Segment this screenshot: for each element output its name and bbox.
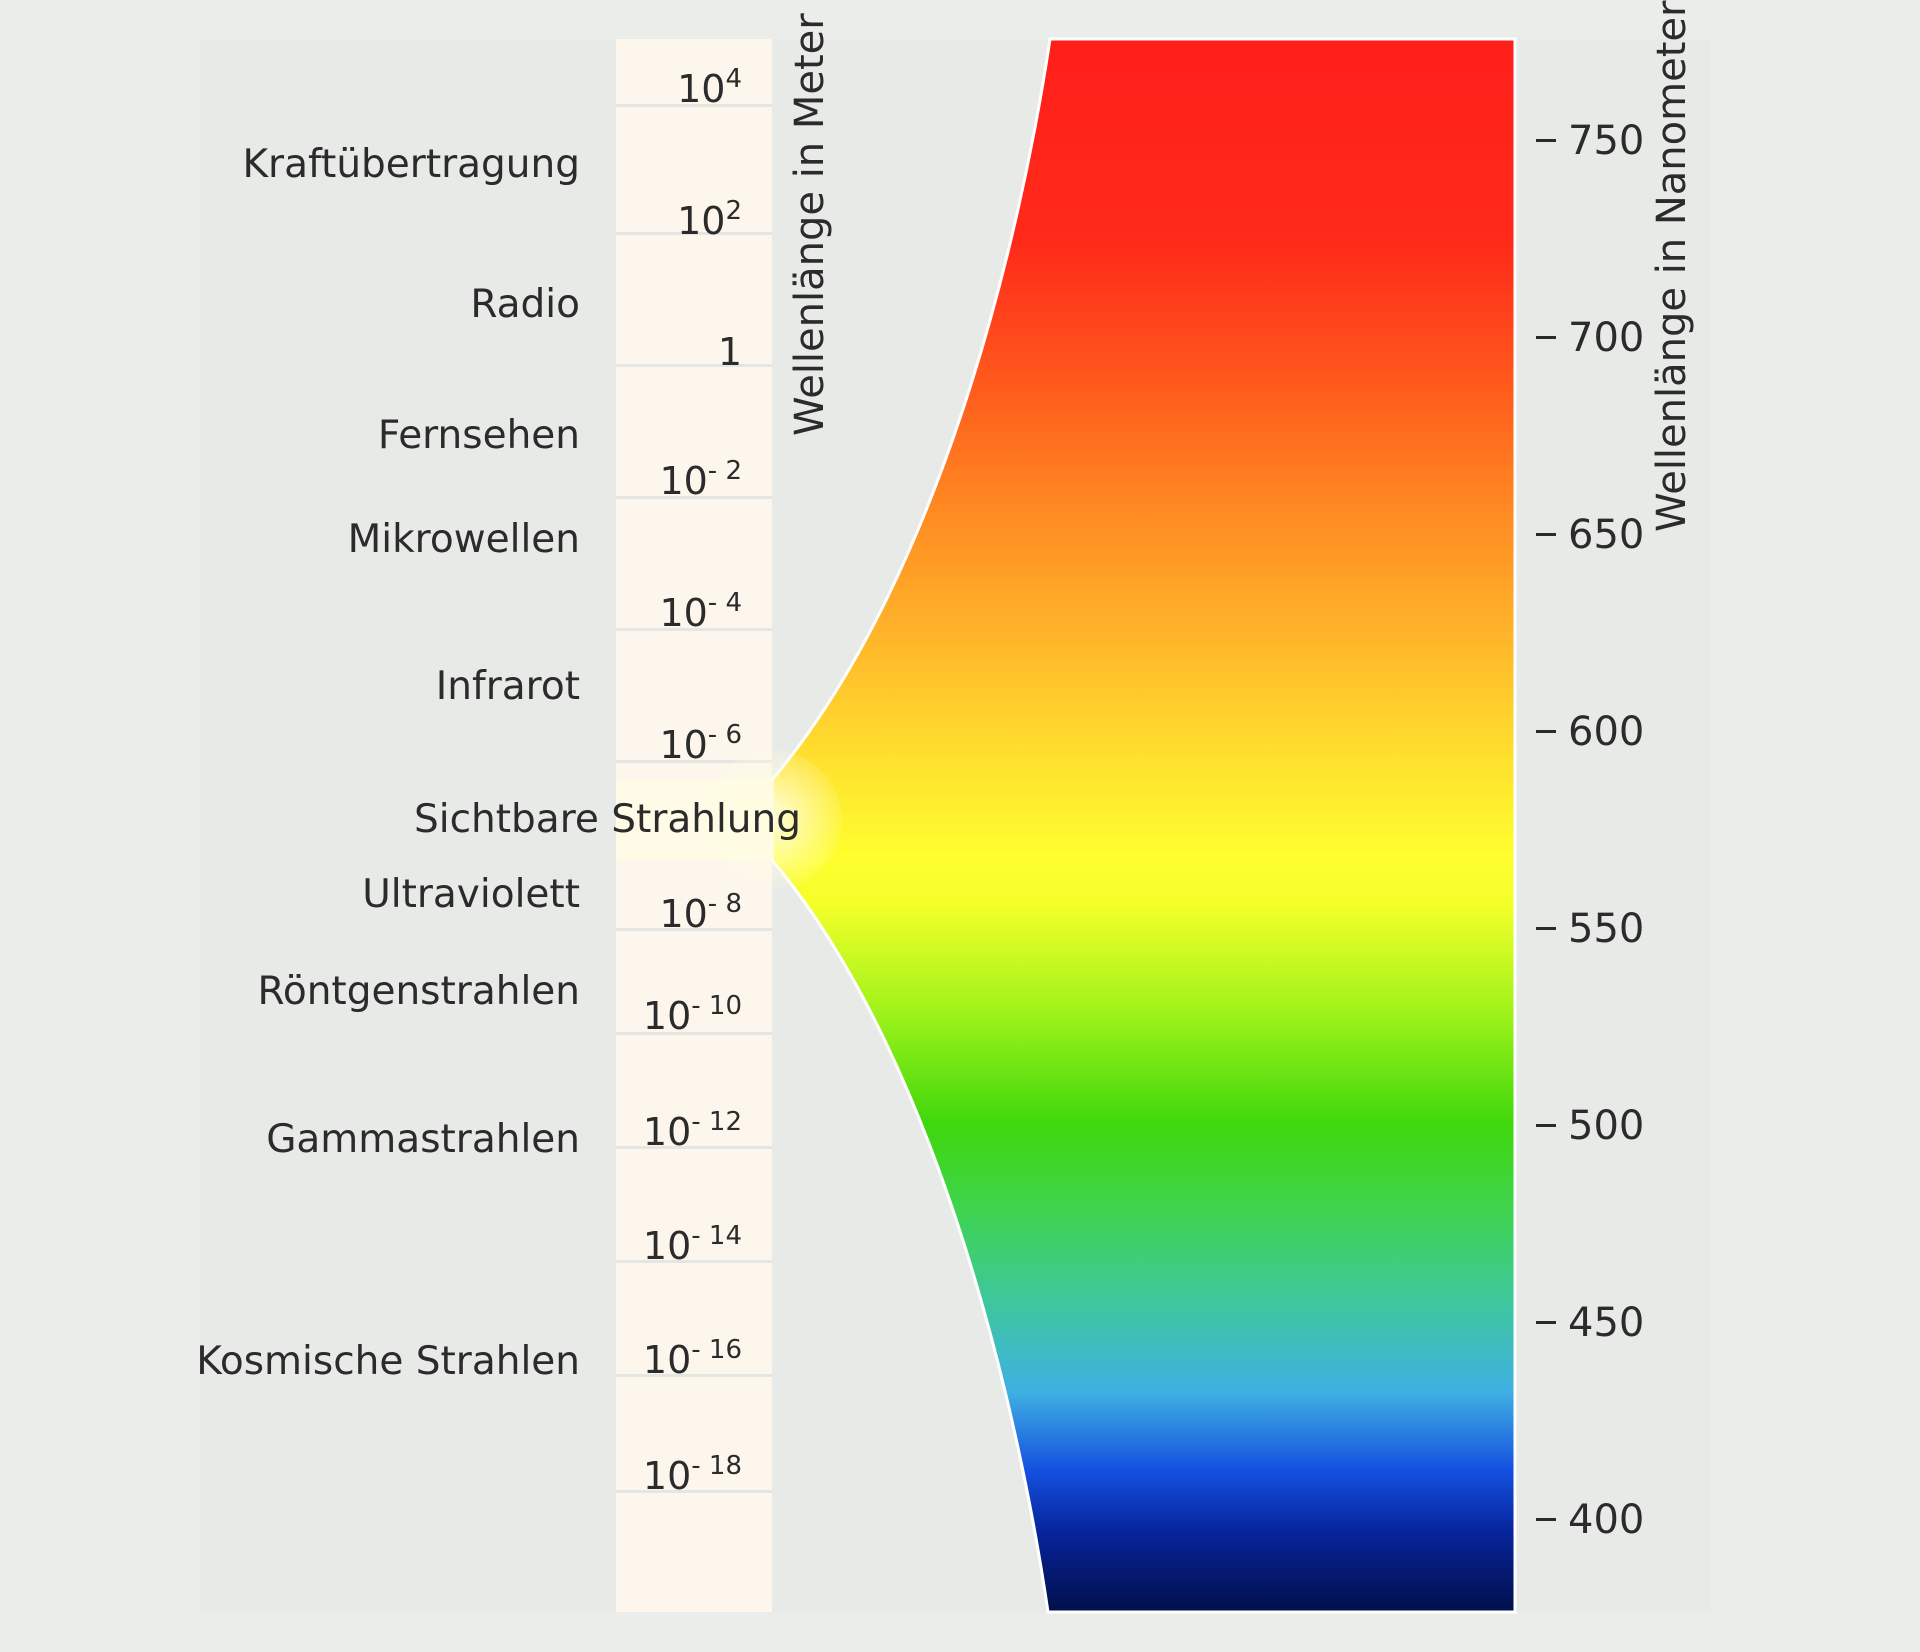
nm-tick-mark	[1536, 533, 1556, 536]
meter-tick: 10- 2	[659, 456, 742, 503]
scale-separator	[616, 1374, 772, 1377]
nm-tick-label: 550	[1568, 906, 1645, 952]
band-label-fernsehen: Fernsehen	[377, 413, 580, 458]
spectrum-wedge	[770, 37, 1517, 1614]
nm-tick-label: 400	[1568, 1497, 1645, 1543]
nm-tick-mark	[1536, 336, 1556, 339]
meter-tick: 10- 6	[659, 720, 742, 767]
nm-tick-mark	[1536, 139, 1556, 142]
meter-tick: 10- 4	[659, 588, 742, 635]
nm-tick-mark	[1536, 730, 1556, 733]
meter-axis-title: Wellenlänge in Meter	[787, 13, 833, 436]
nm-tick-label: 450	[1568, 1300, 1645, 1346]
band-label-mikrowellen: Mikrowellen	[347, 517, 580, 562]
scale-separator	[616, 760, 772, 763]
meter-tick: 1	[717, 330, 742, 374]
nanometer-axis-title: Wellenlänge in Nanometer	[1649, 0, 1695, 532]
scale-separator	[616, 104, 772, 107]
nm-tick-label: 750	[1568, 118, 1645, 164]
nm-tick-label: 500	[1568, 1103, 1645, 1149]
scale-separator	[616, 1260, 772, 1263]
meter-tick: 10- 12	[642, 1107, 742, 1154]
nm-tick-mark	[1536, 1518, 1556, 1521]
band-label-infrarot: Infrarot	[435, 664, 580, 709]
scale-separator	[616, 496, 772, 499]
visible-band-glow	[702, 750, 842, 890]
scale-separator	[616, 364, 772, 367]
band-label-gammastrahlen: Gammastrahlen	[266, 1117, 580, 1162]
nm-tick-label: 650	[1568, 512, 1645, 558]
scale-separator	[616, 928, 772, 931]
band-label-ultraviolett: Ultraviolett	[362, 872, 580, 917]
band-label-sichtbare-strahlung: Sichtbare Strahlung	[414, 797, 801, 842]
nm-tick-label: 600	[1568, 709, 1645, 755]
band-label-radio: Radio	[470, 282, 580, 327]
meter-tick: 10- 18	[642, 1451, 742, 1498]
nm-tick-label: 700	[1568, 315, 1645, 361]
meter-tick: 102	[677, 196, 742, 243]
nm-tick-mark	[1536, 927, 1556, 930]
meter-tick: 10- 16	[642, 1335, 742, 1382]
meter-tick: 10- 8	[659, 889, 742, 936]
nm-tick-mark	[1536, 1321, 1556, 1324]
band-label-kraftuebertragung: Kraftübertragung	[242, 142, 580, 187]
meter-tick: 10- 14	[642, 1221, 742, 1268]
meter-tick: 10- 10	[642, 991, 742, 1038]
band-label-roentgenstrahlen: Röntgenstrahlen	[257, 969, 581, 1014]
scale-separator	[616, 232, 772, 235]
nm-tick-mark	[1536, 1124, 1556, 1127]
band-label-kosmische-strahlen: Kosmische Strahlen	[196, 1339, 580, 1384]
scale-separator	[616, 1146, 772, 1149]
scale-separator	[616, 628, 772, 631]
scale-separator	[616, 1490, 772, 1493]
meter-tick: 104	[677, 64, 742, 111]
scale-separator	[616, 1032, 772, 1035]
